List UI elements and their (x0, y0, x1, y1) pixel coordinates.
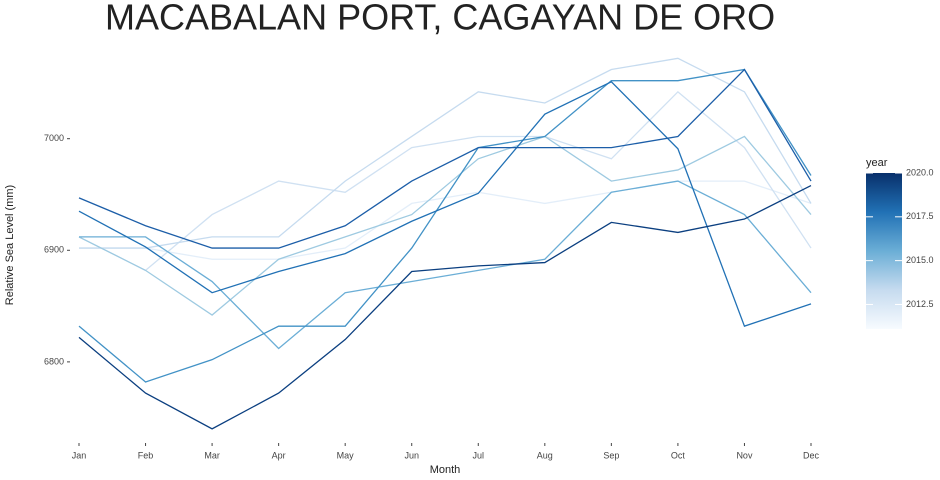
series-line (78, 68, 812, 249)
legend-title: year (866, 157, 888, 169)
x-tick-label: Jun (404, 450, 419, 460)
colorbar-tick-label: 2015.0 (906, 255, 934, 265)
x-tick-label: Oct (671, 450, 686, 460)
y-tick-label: 6900 (44, 245, 64, 255)
y-axis-title: Relative Sea Level (mm) (4, 185, 16, 305)
y-tick-label: 6800 (44, 356, 64, 366)
x-tick-label: Aug (537, 450, 553, 460)
colorbar-tick-label: 2012.5 (906, 299, 934, 309)
colorbar (866, 173, 902, 329)
series-line (78, 135, 812, 316)
x-tick-label: Feb (138, 450, 154, 460)
series-line (78, 184, 812, 430)
series-line (79, 57, 812, 249)
x-tick-label: Apr (272, 450, 286, 460)
x-tick-label: Jul (473, 450, 485, 460)
series-line (79, 180, 812, 350)
colorbar-tick-label: 2017.5 (906, 211, 934, 221)
x-tick-label: May (337, 450, 355, 460)
x-axis-title: Month (430, 464, 461, 476)
series-line (78, 90, 812, 272)
series-line (78, 68, 812, 383)
x-tick-label: Jan (72, 450, 87, 460)
x-tick-label: Mar (204, 450, 220, 460)
x-tick-label: Sep (603, 450, 619, 460)
colorbar-tick-label: 2020.0 (906, 167, 934, 177)
y-tick-label: 7000 (44, 133, 64, 143)
x-tick-label: Nov (736, 450, 753, 460)
chart-title: MACABALAN PORT, CAGAYAN DE ORO (105, 0, 775, 38)
series-line (78, 80, 812, 327)
x-tick-label: Dec (803, 450, 820, 460)
